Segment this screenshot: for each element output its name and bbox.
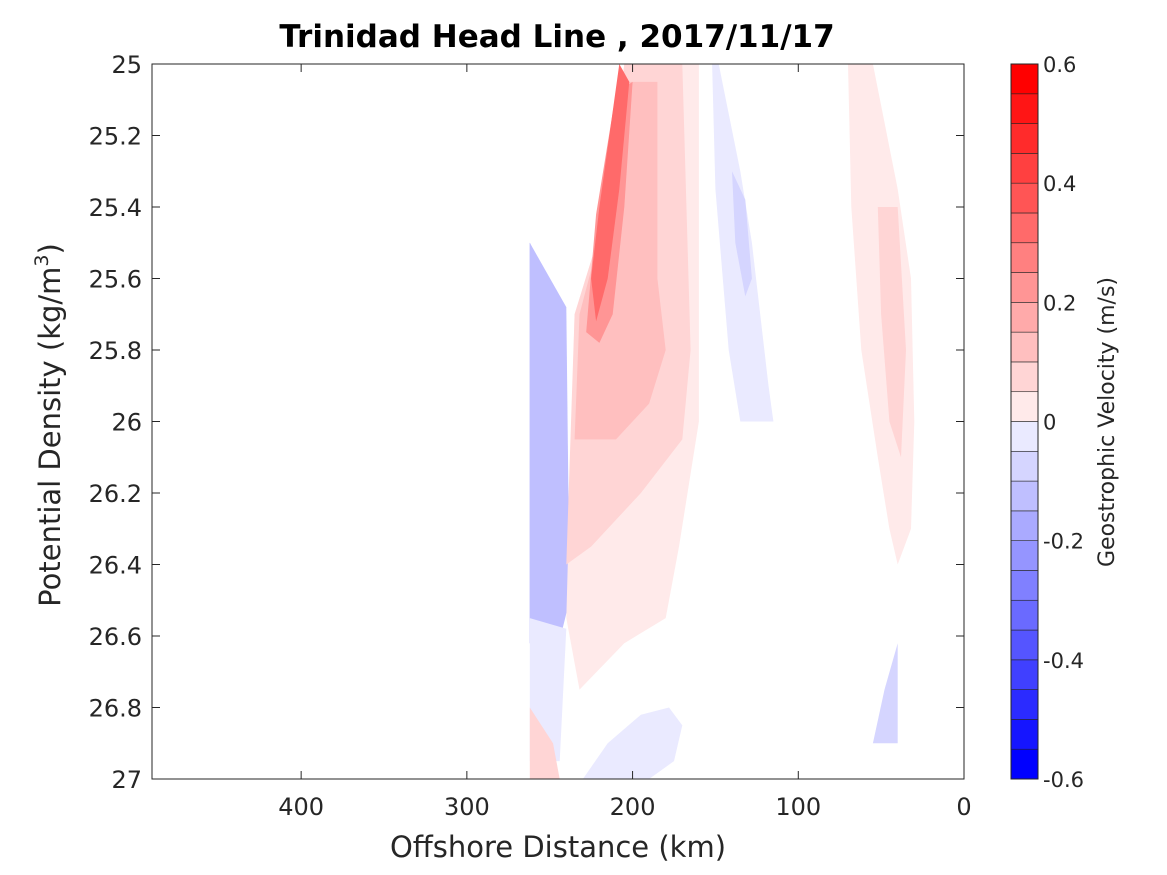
colorbar-segment [1010,629,1039,661]
x-tick-label: 200 [610,793,656,821]
colorbar-segment [1010,361,1039,393]
x-tick-label: 100 [775,793,821,821]
colorbar-segment [1010,599,1039,631]
region-southward-offshore-core [732,171,752,297]
y-tick-label: 26.6 [89,623,142,651]
y-axis-label-superscript: 3 [31,254,53,266]
colorbar-segment [1010,302,1039,333]
y-tick-label: 25.8 [89,337,142,365]
colorbar-tick-label: 0 [1043,411,1056,435]
colorbar [1010,63,1039,780]
colorbar-segment [1010,63,1039,95]
region-northward-nearshore-inner [877,207,906,458]
colorbar-segment [1010,540,1039,571]
region-southward-jet-mid [529,242,570,654]
colorbar-segment [1010,748,1039,780]
region-northward-deep-shelf [529,707,560,779]
colorbar-segment [1010,242,1039,273]
colorbar-segment [1010,93,1039,124]
x-tick-label: 400 [278,793,324,821]
y-axis-label-main: Potential Density (kg/m [33,267,67,607]
region-northward-jet-max [591,64,630,322]
colorbar-segment [1010,153,1039,184]
colorbar-segment [1010,421,1039,452]
x-axis-label: Offshore Distance (km) [390,830,726,864]
y-tick-label: 27 [111,766,142,794]
x-axis-ticks: 400 300 200 100 0 [278,64,972,821]
x-tick-label: 300 [444,793,490,821]
colorbar-tick-label: -0.6 [1043,768,1084,792]
colorbar-segment [1010,689,1039,720]
region-southward-deep-mid [582,707,683,779]
colorbar-frame [1010,63,1039,780]
y-tick-label: 25.6 [89,266,142,294]
colorbar-segment [1010,719,1039,750]
colorbar-segment [1010,272,1039,303]
colorbar-tick-label: -0.4 [1043,649,1084,673]
colorbar-segment [1010,391,1039,422]
y-tick-label: 26.4 [89,552,142,580]
colorbar-tick-label: -0.2 [1043,530,1084,554]
colorbar-label: Geostrophic Velocity (m/s) [1095,277,1120,567]
y-tick-label: 26.8 [89,695,142,723]
y-axis-label-close: ) [33,243,67,254]
colorbar-segment [1010,212,1039,244]
x-tick-label: 0 [956,793,971,821]
colorbar-segment [1010,480,1039,512]
y-tick-label: 25.2 [89,123,142,151]
y-tick-label: 25 [111,51,142,79]
colorbar-segment [1010,450,1039,482]
y-tick-label: 25.4 [89,194,142,222]
colorbar-segment [1010,331,1039,363]
colorbar-tick-label: 0.4 [1043,172,1076,196]
y-tick-label: 26 [111,409,142,437]
colorbar-segment [1010,182,1039,214]
chart-title: Trinidad Head Line , 2017/11/17 [279,19,834,55]
colorbar-tick-label: 0.6 [1043,53,1076,77]
region-northward-jet-inner [574,81,666,440]
region-southward-deep-nearshore [872,643,898,744]
y-axis-ticks: 25 25.2 25.4 25.6 25.8 26 26.2 26.4 26.6 26.8 27 [89,51,964,794]
colorbar-segment [1010,510,1039,541]
contour-regions [529,64,915,779]
y-tick-label: 26.2 [89,480,142,508]
colorbar-segment [1010,123,1039,154]
colorbar-segment [1010,659,1039,690]
colorbar-ticks: 0.6 0.4 0.2 0 -0.2 -0.4 -0.6 [1043,53,1084,792]
colorbar-segment [1010,570,1039,601]
colorbar-tick-label: 0.2 [1043,291,1076,315]
y-axis-label: Potential Density (kg/m3) [31,243,67,607]
